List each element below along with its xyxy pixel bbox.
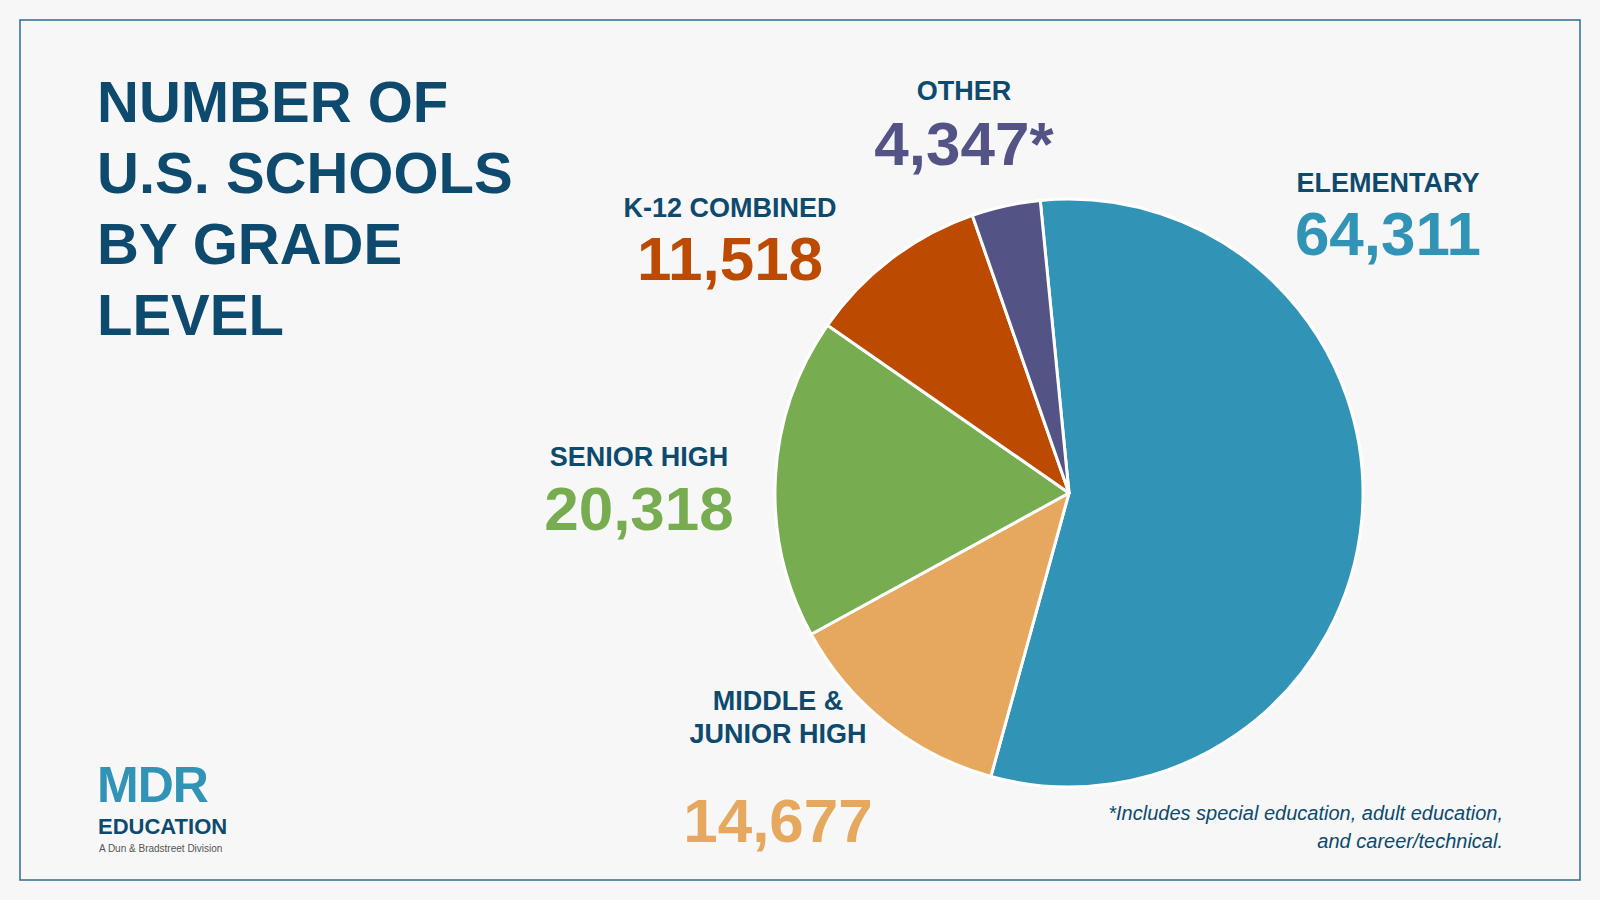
category-label-line: SENIOR HIGH <box>550 442 729 472</box>
category-label-line: JUNIOR HIGH <box>689 719 866 749</box>
title-line: BY GRADE <box>97 211 402 276</box>
category-label: SENIOR HIGH <box>550 442 729 472</box>
logo-subtitle: EDUCATION <box>98 814 227 839</box>
category-label-line: K-12 COMBINED <box>623 193 836 223</box>
slice <box>972 200 1069 493</box>
title-line: NUMBER OF <box>97 69 448 134</box>
chart: NUMBER OFU.S. SCHOOLSBY GRADELEVEL ELEMEN… <box>0 0 1600 900</box>
footnote-line: and career/technical. <box>1317 830 1503 852</box>
category-label: ELEMENTARY <box>1296 168 1479 198</box>
title: NUMBER OFU.S. SCHOOLSBY GRADELEVEL <box>97 69 513 347</box>
category-label: MIDDLE &JUNIOR HIGH <box>689 686 866 749</box>
value-label: 20,318 <box>544 474 734 543</box>
footnote: *Includes special education, adult educa… <box>1108 802 1503 852</box>
value-label: 64,311 <box>1295 199 1481 268</box>
category-label: K-12 COMBINED <box>623 193 836 223</box>
logo-tagline: A Dun & Bradstreet Division <box>99 843 222 854</box>
category-label-line: ELEMENTARY <box>1296 168 1479 198</box>
value-label: 4,347* <box>874 109 1054 178</box>
category-label-line: OTHER <box>917 76 1012 106</box>
category-label: OTHER <box>917 76 1012 106</box>
footnote-line: *Includes special education, adult educa… <box>1108 802 1503 824</box>
value-label: 14,677 <box>683 786 873 855</box>
title-line: LEVEL <box>97 282 284 347</box>
frame <box>20 20 1580 880</box>
category-label-line: MIDDLE & <box>713 686 844 716</box>
title-line: U.S. SCHOOLS <box>97 140 513 205</box>
logo-name: MDR <box>97 757 209 813</box>
pie <box>775 199 1363 787</box>
value-label: 11,518 <box>637 224 823 293</box>
